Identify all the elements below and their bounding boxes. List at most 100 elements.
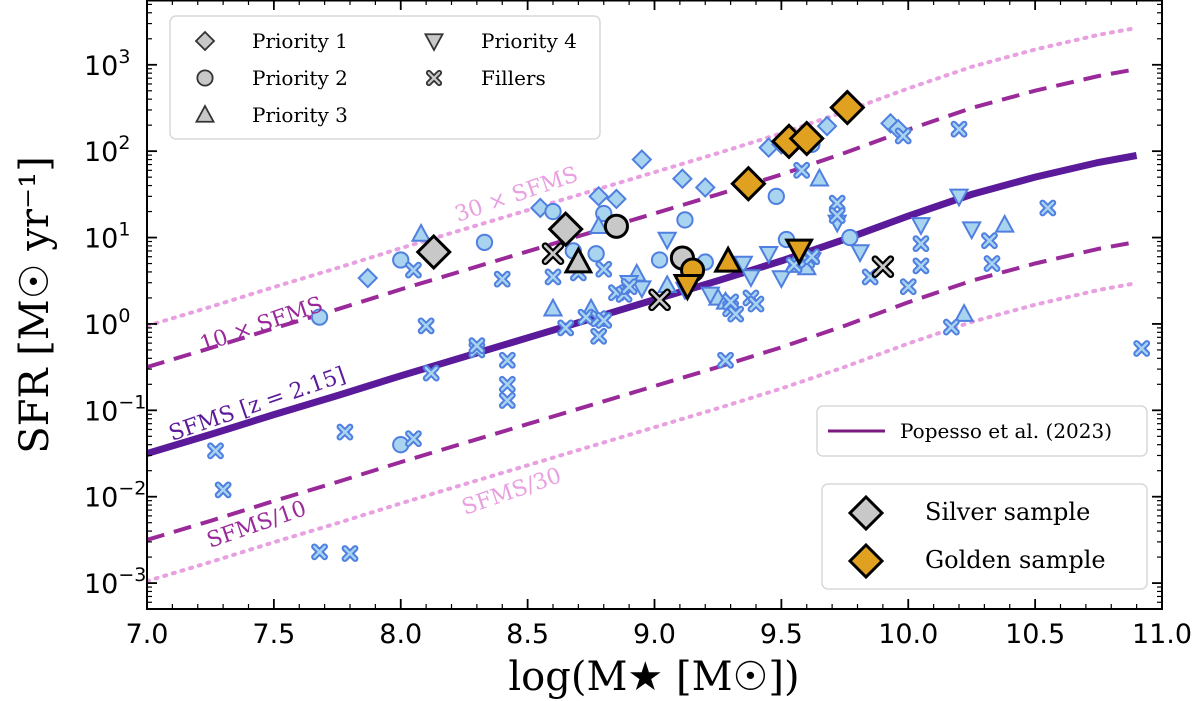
point-x [595, 311, 613, 329]
x-tick-label: 10.0 [878, 619, 938, 650]
legend-marker [423, 33, 445, 52]
legend-golden-diamond-icon [847, 542, 885, 580]
silver-point-circle [603, 213, 629, 239]
legend-label-silver: Silver sample [925, 498, 1090, 526]
legend-triangle-down-icon [423, 33, 445, 52]
point-x [493, 270, 511, 288]
point-circle [310, 308, 329, 326]
point-triangle-down [849, 244, 871, 264]
point-x [405, 261, 422, 279]
point-triangle-down [700, 286, 721, 306]
point-circle [650, 251, 669, 269]
point-triangle-down [948, 188, 970, 208]
curve-dashed-3 [147, 239, 1137, 542]
curve-dotted-0 [147, 25, 1139, 328]
point-circle [544, 202, 562, 221]
point-x [311, 543, 328, 561]
legend-golden-marker [847, 542, 885, 580]
point-circle [587, 245, 605, 263]
point-x [981, 232, 998, 250]
point-x [422, 364, 440, 382]
y-tick-label: 10−3 [84, 564, 146, 600]
x-tick-label: 9.5 [760, 619, 803, 650]
point-triangle-down [656, 231, 678, 251]
point-triangle-up [410, 222, 432, 242]
silver-point-x [648, 288, 671, 312]
y-axis-label: SFR [M☉ yr⁻¹] [12, 156, 58, 454]
point-x [828, 207, 846, 224]
legend-triangle-up-icon [194, 104, 216, 123]
legend-silver-diamond-icon [847, 494, 885, 532]
point-x [468, 337, 486, 355]
popesso-legend-label: Popesso et al. (2023) [900, 419, 1112, 443]
point-x [912, 257, 930, 275]
legend-label-priority-1: Priority 1 [252, 29, 348, 53]
legend-marker [194, 30, 216, 52]
point-x [577, 308, 595, 326]
popesso-legend: Popesso et al. (2023) [816, 405, 1148, 457]
x-tick-label: 10.5 [1005, 619, 1065, 650]
legend-label-priority-4: Priority 4 [481, 29, 577, 53]
legend-silver-marker [847, 494, 885, 532]
y-tick-label: 100 [84, 305, 130, 341]
point-triangle-up [809, 167, 830, 187]
golden-point-diamond [829, 89, 866, 126]
point-circle [676, 211, 694, 229]
point-x [557, 319, 575, 337]
legend-label-fillers: Fillers [481, 66, 546, 90]
point-circle [841, 228, 859, 247]
priority-legend-box [169, 15, 601, 140]
point-circle [392, 251, 410, 269]
point-circle [595, 204, 613, 223]
point-triangle-up [542, 297, 564, 317]
x-tick-label: 7.0 [126, 619, 169, 650]
point-x [722, 293, 740, 311]
point-triangle-down [631, 280, 653, 300]
y-tick-label: 102 [84, 132, 130, 168]
point-x [727, 305, 745, 323]
legend-x-icon [425, 69, 443, 87]
y-tick-label: 10−1 [84, 391, 146, 427]
point-x [590, 327, 608, 345]
point-triangle-up [994, 213, 1015, 233]
point-triangle-up [588, 215, 609, 235]
point-diamond [588, 185, 610, 207]
x-tick-label: 9.0 [633, 619, 676, 650]
legend-circle-icon [196, 69, 214, 87]
legend-label-priority-3: Priority 3 [252, 103, 348, 127]
point-x [1133, 340, 1151, 357]
point-x [747, 295, 765, 313]
point-triangle-down [771, 270, 792, 290]
point-x [336, 423, 354, 441]
golden-point-triangle-down [672, 274, 703, 302]
legend-diamond-icon [194, 30, 216, 52]
curve-dotted-4 [147, 281, 1139, 584]
point-diamond [694, 177, 716, 198]
sample-legend: Silver sample Golden sample [821, 483, 1148, 590]
sample-legend-box [821, 483, 1148, 590]
point-x [899, 278, 917, 296]
point-diamond [816, 115, 838, 137]
legend-label-priority-2: Priority 2 [252, 66, 348, 90]
point-triangle-down [910, 217, 932, 237]
popesso-legend-box [816, 405, 1148, 457]
point-x [498, 392, 516, 409]
point-x [214, 481, 232, 499]
y-axis-ticks: 10−3 10−2 10−1 100 101 102 103 [84, 3, 1162, 603]
point-diamond [606, 188, 627, 210]
point-x [950, 120, 968, 138]
point-x [912, 235, 930, 253]
point-x [1039, 199, 1057, 217]
y-tick-label: 10−2 [84, 478, 146, 514]
golden-point-triangle-down [784, 238, 815, 267]
x-axis-label: log(M★ [M☉]) [508, 654, 799, 700]
silver-point-x [871, 255, 895, 279]
y-tick-label: 103 [84, 46, 130, 82]
point-x [983, 255, 1001, 272]
point-x [417, 317, 435, 335]
silver-point-diamond [547, 211, 584, 248]
x-tick-label: 8.5 [506, 619, 549, 650]
x-tick-label: 8.0 [379, 619, 422, 650]
point-x [793, 161, 811, 179]
